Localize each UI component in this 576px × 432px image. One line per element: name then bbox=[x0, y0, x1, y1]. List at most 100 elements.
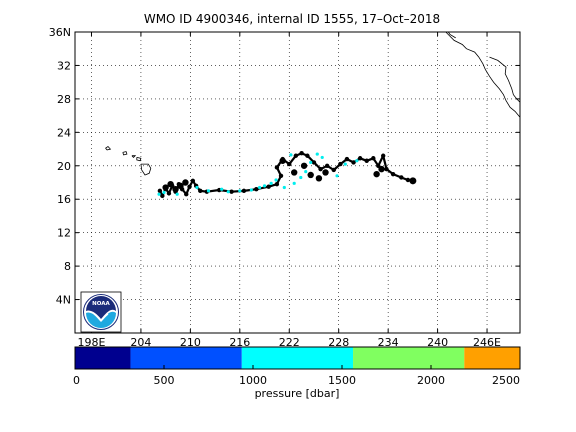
track-point-41 bbox=[399, 175, 404, 180]
track-point-15 bbox=[229, 189, 234, 194]
colorbar-bin-1 bbox=[130, 347, 242, 369]
lat-tick-label-8: 36N bbox=[49, 26, 71, 39]
lon-tick-label-6: 234 bbox=[378, 336, 399, 349]
profile-point-16 bbox=[309, 160, 313, 165]
track-point-10 bbox=[190, 178, 196, 184]
track-point-23 bbox=[287, 161, 292, 167]
track-point-28 bbox=[318, 166, 323, 172]
track-point-26 bbox=[305, 153, 310, 158]
track-point-38 bbox=[381, 153, 386, 158]
profile-point-19 bbox=[289, 153, 293, 157]
track-point-20 bbox=[278, 173, 284, 179]
track-point-16 bbox=[241, 188, 247, 194]
map-background bbox=[75, 32, 520, 333]
hawaii-island-3 bbox=[136, 157, 142, 162]
profile-point-10 bbox=[269, 181, 273, 185]
logo-text: NOAA bbox=[92, 301, 110, 307]
profile-point-13 bbox=[292, 181, 296, 185]
track-cluster-8 bbox=[307, 171, 314, 179]
lon-tick-label-2: 210 bbox=[180, 336, 201, 349]
track-point-34 bbox=[357, 156, 363, 161]
colorbar-axis: 0 500 1000 1500 2000 2500 bbox=[73, 365, 521, 387]
colorbar-bin-3 bbox=[353, 347, 465, 369]
track-point-36 bbox=[371, 156, 376, 161]
lat-tick-label-4: 20 bbox=[57, 160, 71, 173]
track-point-40 bbox=[390, 171, 396, 177]
hawaii-island-2 bbox=[131, 155, 137, 158]
lon-tick-label-4: 222 bbox=[279, 336, 300, 349]
track-point-18 bbox=[266, 184, 271, 189]
logo-sky bbox=[86, 296, 116, 319]
profile-point-17 bbox=[315, 152, 319, 156]
track-point-3 bbox=[166, 191, 172, 196]
track-cluster-3 bbox=[177, 182, 184, 190]
pressure-colorbar: 0 500 1000 1500 2000 2500 pressure [dbar] bbox=[73, 346, 521, 400]
mainland-coast-0 bbox=[445, 31, 521, 118]
profile-point-11 bbox=[274, 178, 278, 182]
lat-tick-label-3: 16 bbox=[57, 193, 71, 206]
colorbar-bin-0 bbox=[75, 347, 131, 369]
colorbar-tick-label-5: 2500 bbox=[492, 374, 520, 387]
profile-point-15 bbox=[304, 170, 308, 174]
track-point-30 bbox=[331, 167, 336, 173]
float-track bbox=[157, 151, 417, 199]
track-cluster-1 bbox=[167, 180, 174, 188]
lon-tick-label-7: 240 bbox=[427, 336, 448, 349]
track-point-33 bbox=[351, 160, 356, 165]
track-cluster-2 bbox=[172, 185, 179, 193]
lon-tick-label-8: 246E bbox=[473, 336, 501, 349]
profile-point-21 bbox=[343, 162, 347, 166]
track-point-1 bbox=[160, 193, 165, 199]
track-point-0 bbox=[157, 188, 163, 194]
track-point-12 bbox=[198, 188, 203, 194]
profile-point-6 bbox=[238, 189, 242, 193]
track-cluster-4 bbox=[182, 179, 189, 186]
profile-point-14 bbox=[299, 175, 303, 180]
track-end-point bbox=[409, 177, 417, 185]
lon-tick-label-5: 228 bbox=[328, 336, 349, 349]
lat-tick-label-2: 12 bbox=[57, 227, 71, 240]
track-cluster-5 bbox=[279, 157, 286, 164]
track-point-21 bbox=[274, 165, 280, 170]
profile-point-3 bbox=[206, 189, 211, 193]
lat-tick-label-7: 32 bbox=[57, 59, 71, 72]
mainland-coast-1 bbox=[489, 56, 521, 103]
profile-point-4 bbox=[220, 187, 224, 191]
track-cluster-12 bbox=[373, 170, 380, 178]
track-point-32 bbox=[344, 156, 350, 162]
track-point-19 bbox=[274, 181, 280, 187]
colorbar-tick-label-0: 0 bbox=[73, 374, 80, 387]
logo-gull bbox=[93, 313, 109, 322]
track-point-27 bbox=[311, 160, 317, 165]
lon-tick-label-0: 198E bbox=[78, 336, 106, 349]
noaa-logo: NOAA bbox=[80, 291, 122, 333]
profile-point-22 bbox=[355, 159, 359, 163]
track-point-31 bbox=[338, 161, 343, 167]
profile-point-5 bbox=[226, 190, 230, 194]
mainland-coast-2 bbox=[447, 31, 456, 39]
profile-point-9 bbox=[262, 184, 267, 188]
track-cluster-10 bbox=[322, 169, 329, 176]
track-point-29 bbox=[324, 163, 330, 168]
track-point-8 bbox=[184, 192, 189, 197]
map-frame bbox=[74, 31, 521, 334]
profile-point-0 bbox=[162, 190, 166, 195]
colorbar-frame bbox=[74, 346, 521, 370]
profile-point-12 bbox=[282, 185, 286, 190]
track-cluster-9 bbox=[315, 175, 323, 182]
track-cluster-6 bbox=[291, 169, 298, 176]
latitude-axis: 4N 8 12 16 20 24 28 32 36N bbox=[49, 26, 520, 307]
coastline bbox=[105, 31, 521, 176]
track-point-17 bbox=[254, 186, 259, 192]
hawaii-island-1 bbox=[122, 151, 128, 156]
colorbar-tick-label-2: 1000 bbox=[239, 374, 267, 387]
track-point-42 bbox=[405, 177, 411, 183]
map-area: 4N 8 12 16 20 24 28 32 36N 198E 204 210 216 222 228 23… bbox=[49, 26, 521, 349]
lon-tick-label-1: 204 bbox=[130, 336, 151, 349]
colorbar-bin-2 bbox=[241, 347, 354, 369]
track-cluster-11 bbox=[378, 165, 385, 173]
lat-tick-label-0: 4N bbox=[56, 294, 71, 307]
colorbar-tick-label-4: 2000 bbox=[417, 374, 445, 387]
track-cluster-0 bbox=[162, 184, 169, 191]
